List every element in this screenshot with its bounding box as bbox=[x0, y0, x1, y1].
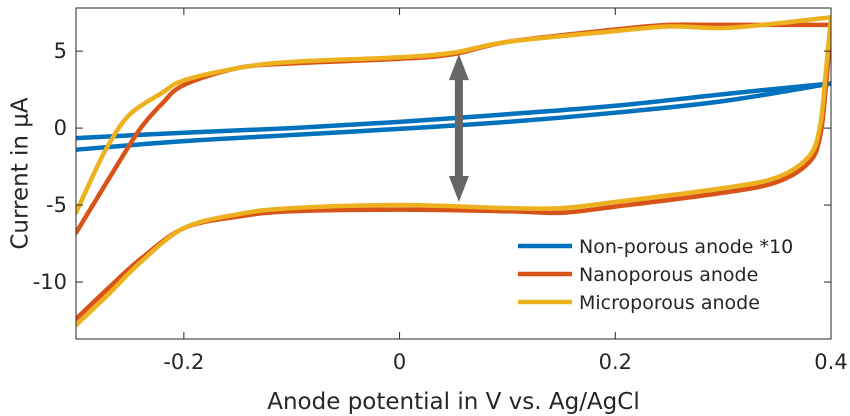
y-tick-label: -5 bbox=[46, 193, 67, 217]
legend-label-microporous-anode: Microporous anode bbox=[579, 292, 760, 314]
y-axis-label: Current in μA bbox=[8, 97, 34, 250]
series-microporous-anode bbox=[76, 14, 831, 328]
x-tick-label: -0.2 bbox=[163, 350, 204, 374]
y-tick-label: 0 bbox=[54, 116, 67, 140]
legend: Non-porous anode *10 Nanoporous anode Micr… bbox=[518, 236, 793, 314]
x-tick-label: 0 bbox=[393, 350, 406, 374]
series-microporous-anode-forward-sweep bbox=[76, 14, 831, 328]
legend-label-nanoporous-anode: Nanoporous anode bbox=[579, 264, 758, 286]
arrow-head-up-icon bbox=[448, 54, 469, 81]
y-tick-label: -10 bbox=[33, 270, 67, 294]
series-layer bbox=[76, 14, 831, 328]
x-tick-label: 0.2 bbox=[599, 350, 632, 374]
series-nanoporous-anode-reverse-sweep bbox=[76, 22, 831, 236]
plot-frame bbox=[75, 7, 832, 340]
series-non-porous-anode-10-reverse-sweep bbox=[76, 81, 831, 141]
series-non-porous-anode-10 bbox=[76, 81, 831, 152]
annotation-layer bbox=[448, 54, 469, 202]
series-microporous-anode-reverse-sweep bbox=[76, 14, 831, 216]
x-axis-label: Anode potential in V vs. Ag/AgCl bbox=[267, 389, 639, 415]
arrow-head-down-icon bbox=[448, 175, 469, 202]
series-non-porous-anode-10-forward-sweep bbox=[76, 81, 831, 152]
tick-layer: -0.2 0 0.2 0.4 -10 -5 0 5 bbox=[33, 8, 848, 374]
x-tick-label: 0.4 bbox=[814, 350, 847, 374]
legend-label-non-porous-anode-10: Non-porous anode *10 bbox=[579, 236, 793, 258]
y-tick-label: 5 bbox=[54, 39, 67, 63]
